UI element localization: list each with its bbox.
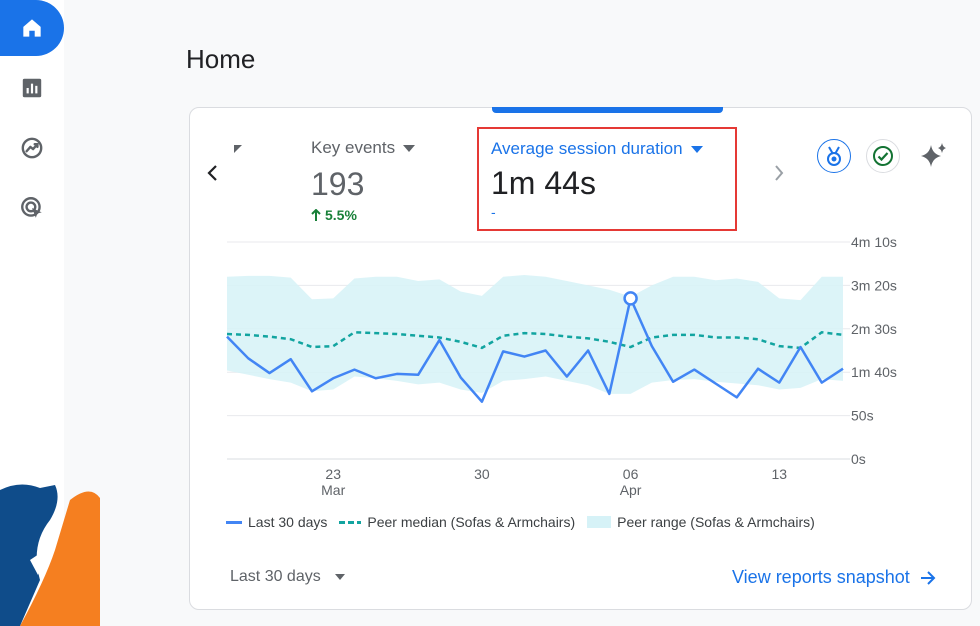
- benchmark-award-button[interactable]: [817, 139, 851, 173]
- active-tab-indicator: [492, 107, 723, 113]
- series-peer-median: [226, 330, 844, 350]
- legend-item-peer-median[interactable]: Peer median (Sofas & Armchairs): [339, 514, 575, 530]
- metric-avg-session-label: Average session duration: [491, 139, 683, 158]
- date-range-value: Last 30 days: [230, 568, 321, 585]
- legend-label: Peer median (Sofas & Armchairs): [367, 514, 576, 530]
- decorative-shapes: [0, 484, 100, 626]
- check-circle-icon: [873, 146, 893, 166]
- page-title: Home: [186, 44, 256, 74]
- x-tick-label: 13: [771, 466, 787, 482]
- chevron-left-icon: [207, 165, 217, 181]
- x-tick-label: 06: [623, 466, 639, 482]
- legend-item-last-30-days[interactable]: Last 30 days: [226, 514, 327, 530]
- view-reports-snapshot-link[interactable]: View reports snapshot: [732, 567, 936, 588]
- metric-average-session-duration[interactable]: Average session duration 1m 44s -: [477, 127, 737, 231]
- x-tick-sublabel: Apr: [620, 482, 642, 498]
- metrics-card: 0s 50s 1m 40s 2m 30s 3m 20s 4m 10s 23 Mar 30 06 Ap…: [189, 107, 972, 610]
- arrow-up-icon: [311, 209, 321, 221]
- sparkle-icon: [921, 143, 946, 167]
- nav-explore[interactable]: [0, 120, 64, 176]
- home-icon: [23, 19, 41, 37]
- previous-metric-button[interactable]: [202, 160, 224, 186]
- x-tick-label: 23: [325, 466, 341, 482]
- y-tick-label: 0s: [851, 451, 866, 467]
- nav-advertising[interactable]: [0, 180, 64, 236]
- legend-item-peer-range[interactable]: Peer range (Sofas & Armchairs): [587, 514, 815, 530]
- nav-home[interactable]: [0, 0, 64, 56]
- metric-key-events[interactable]: Key events 193 5.5%: [311, 138, 416, 223]
- data-point-highlight: [623, 291, 638, 306]
- series-last-30-days: [226, 297, 844, 403]
- date-range-select[interactable]: Last 30 days: [230, 568, 345, 586]
- metric-key-events-value: 193: [311, 166, 365, 202]
- legend-swatch-area: [587, 516, 612, 528]
- advertising-icon: [21, 197, 42, 218]
- bar-chart-icon: [22, 78, 42, 98]
- caret-down-icon[interactable]: [403, 144, 416, 152]
- award-icon: [827, 146, 841, 166]
- metric-key-events-change: 5.5%: [325, 207, 357, 223]
- y-tick-label: 2m 30s: [851, 321, 897, 337]
- y-tick-label: 1m 40s: [851, 364, 897, 380]
- legend-swatch-dash: [339, 520, 362, 524]
- x-tick-sublabel: Mar: [321, 482, 345, 498]
- view-reports-snapshot-label: View reports snapshot: [732, 567, 910, 587]
- y-tick-label: 50s: [851, 408, 874, 424]
- chevron-right-icon: [775, 165, 784, 181]
- y-tick-label: 3m 20s: [851, 277, 897, 293]
- insights-button[interactable]: [917, 139, 951, 173]
- metric-key-events-label: Key events: [311, 138, 396, 157]
- partial-caret-icon: [234, 145, 242, 153]
- chart-legend: Last 30 days Peer median (Sofas & Armcha…: [226, 514, 815, 530]
- caret-down-icon: [334, 574, 345, 580]
- y-tick-label: 4m 10s: [851, 234, 897, 250]
- arrow-right-icon: [920, 570, 936, 585]
- metric-avg-session-change: -: [491, 204, 496, 220]
- legend-label: Last 30 days: [248, 514, 328, 530]
- next-metric-button[interactable]: [768, 160, 790, 186]
- x-tick-label: 30: [474, 466, 490, 482]
- nav-reports[interactable]: [0, 60, 64, 116]
- caret-down-icon[interactable]: [690, 145, 703, 153]
- metric-avg-session-value: 1m 44s: [491, 165, 596, 201]
- legend-swatch-line: [226, 520, 242, 524]
- status-check-button[interactable]: [866, 139, 900, 173]
- legend-label: Peer range (Sofas & Armchairs): [617, 514, 815, 530]
- explore-icon: [21, 137, 43, 159]
